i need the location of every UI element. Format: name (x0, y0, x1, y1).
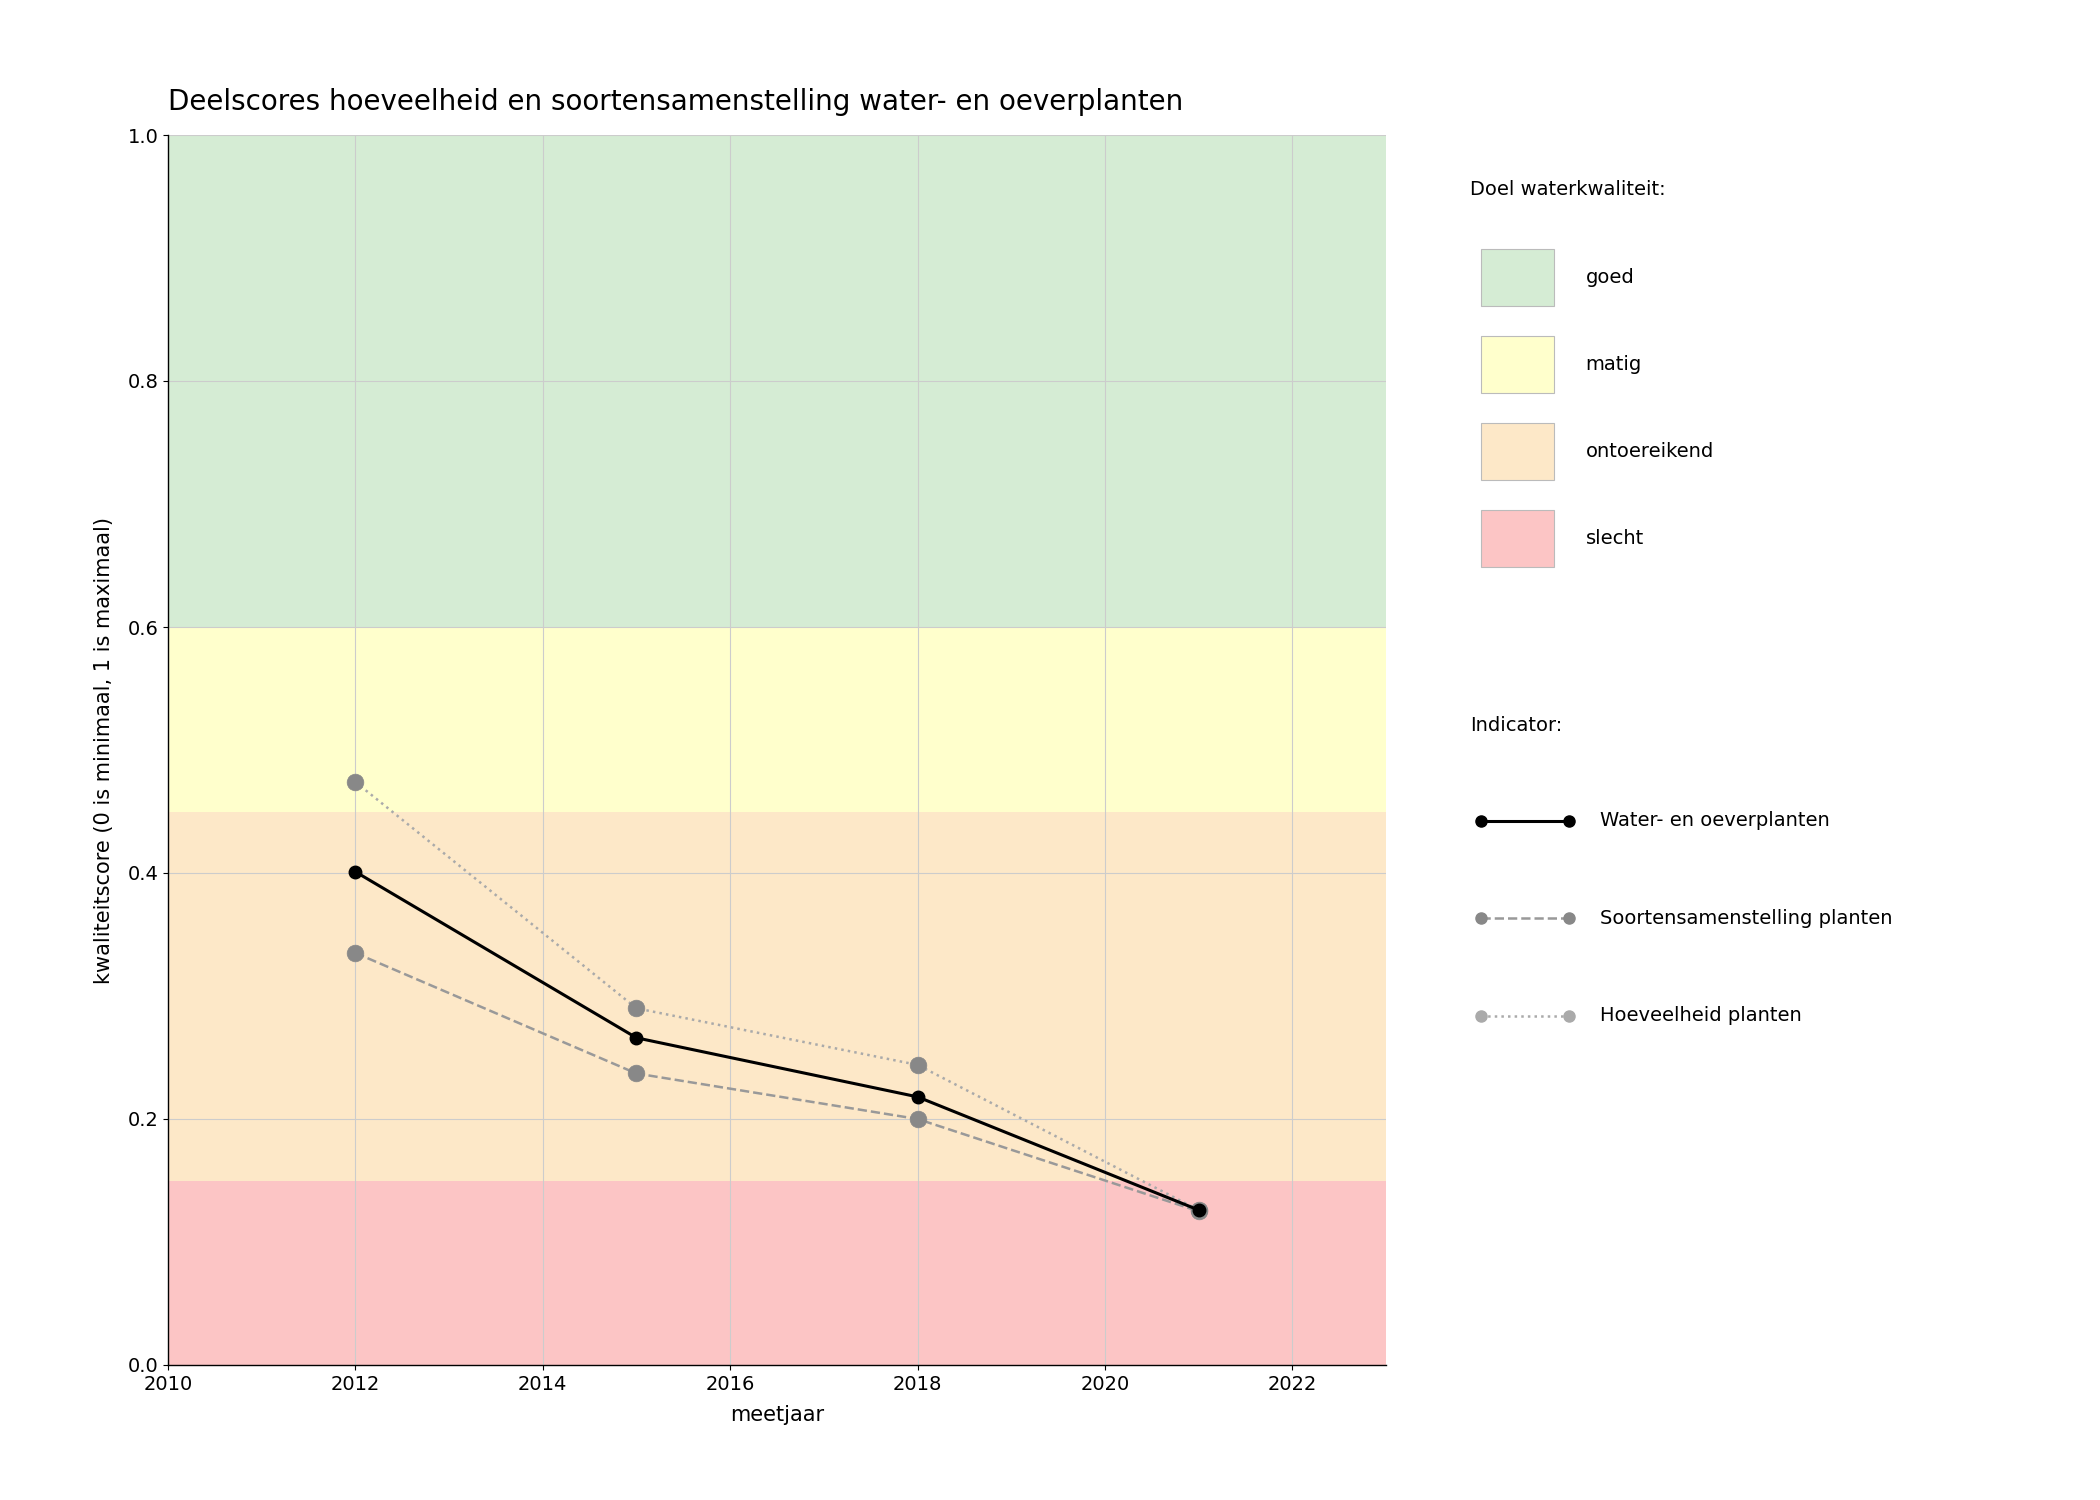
Text: goed: goed (1586, 268, 1634, 286)
Bar (168, 135, 1386, 627)
Text: Doel waterkwaliteit:: Doel waterkwaliteit: (1470, 180, 1665, 200)
X-axis label: meetjaar: meetjaar (731, 1406, 823, 1425)
Text: Indicator:: Indicator: (1470, 716, 1562, 735)
Text: Soortensamenstelling planten: Soortensamenstelling planten (1600, 909, 1892, 927)
Text: Hoeveelheid planten: Hoeveelheid planten (1600, 1007, 1802, 1025)
Bar (168, 1180, 1386, 1365)
Text: Deelscores hoeveelheid en soortensamenstelling water- en oeverplanten: Deelscores hoeveelheid en soortensamenst… (168, 88, 1182, 116)
Text: slecht: slecht (1586, 530, 1644, 548)
Bar (168, 627, 1386, 812)
Text: ontoereikend: ontoereikend (1586, 442, 1714, 460)
Text: matig: matig (1586, 356, 1642, 374)
Text: Water- en oeverplanten: Water- en oeverplanten (1600, 812, 1829, 830)
Y-axis label: kwaliteitscore (0 is minimaal, 1 is maximaal): kwaliteitscore (0 is minimaal, 1 is maxi… (94, 516, 113, 984)
Bar (168, 812, 1386, 1180)
